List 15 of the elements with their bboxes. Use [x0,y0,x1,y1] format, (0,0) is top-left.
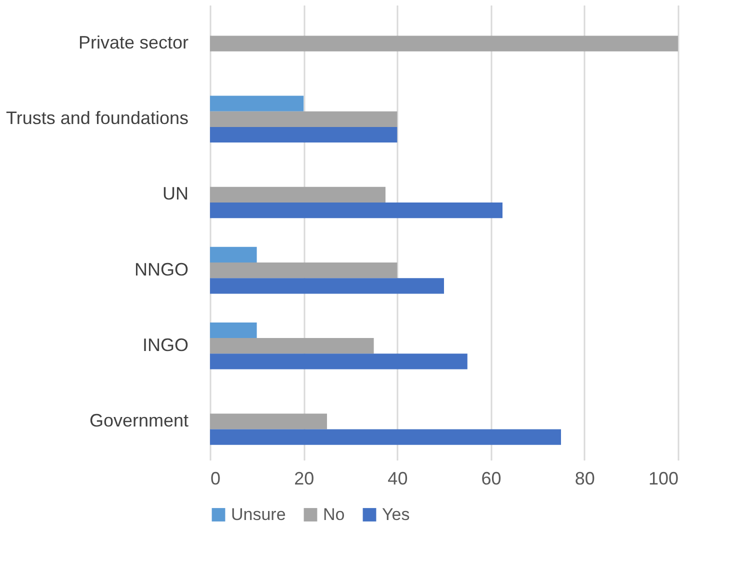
legend-label: Yes [382,504,410,524]
x-tick-label: 0 [210,468,221,488]
x-tick-label: 60 [481,468,502,488]
y-tick-label: Government [89,410,188,430]
legend-label: No [323,504,345,524]
y-tick-label: NNGO [134,259,188,280]
y-tick-label: Private sector [78,32,188,53]
x-tick-label: 40 [388,468,408,488]
y-tick-label: UN [162,184,188,204]
x-tick-label: 100 [648,468,678,488]
y-tick-label: Trusts and foundations [6,108,188,128]
y-tick-label: INGO [142,334,188,355]
x-tick-label: 20 [294,468,314,488]
x-tick-label: 80 [574,468,595,488]
legend-label: Unsure [231,504,286,524]
